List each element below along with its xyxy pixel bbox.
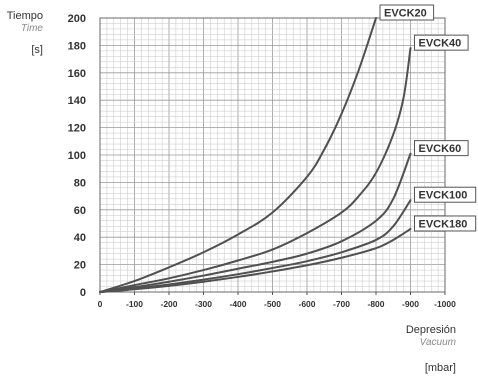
x-tick-label: -800 bbox=[367, 299, 384, 309]
series-label-evck100: EVCK100 bbox=[419, 190, 468, 202]
y-axis-title-alt: Time bbox=[21, 23, 44, 34]
y-tick-label: 120 bbox=[68, 123, 86, 135]
series-label-box bbox=[379, 4, 435, 21]
x-tick-label: -700 bbox=[333, 299, 350, 309]
series-label-box bbox=[414, 34, 469, 51]
series-label-evck60: EVCK60 bbox=[419, 143, 462, 155]
series-label-evck20: EVCK20 bbox=[384, 8, 427, 20]
x-tick-label: -100 bbox=[126, 299, 143, 309]
x-tick-label: -600 bbox=[298, 299, 315, 309]
series-line-evck100 bbox=[99, 199, 412, 293]
series-line-evck20 bbox=[99, 17, 377, 293]
y-tick-label: 40 bbox=[74, 232, 86, 244]
series-label-box bbox=[414, 215, 477, 232]
x-tick-label: -500 bbox=[264, 299, 281, 309]
y-tick-label: 0 bbox=[80, 287, 86, 299]
y-tick-label: 100 bbox=[68, 150, 86, 162]
y-tick-label: 140 bbox=[68, 95, 86, 107]
tick-labels: 0 -100 -200 -300 -400 -500 -600 -700 -800 -900 -10… bbox=[68, 13, 456, 309]
series-label-evck40: EVCK40 bbox=[419, 38, 462, 50]
series-label-evck180: EVCK180 bbox=[419, 218, 468, 230]
x-tick-label: -300 bbox=[195, 299, 212, 309]
y-tick-label: 60 bbox=[74, 205, 86, 217]
x-axis-title: Depresión bbox=[406, 324, 456, 336]
x-axis-title-alt: Vacuum bbox=[420, 337, 456, 348]
y-tick-label: 20 bbox=[74, 260, 86, 272]
y-tick-label: 160 bbox=[68, 68, 86, 80]
series-line-evck40 bbox=[99, 47, 412, 293]
series-label-box bbox=[414, 186, 477, 203]
grid bbox=[99, 17, 446, 293]
y-axis-unit: [s] bbox=[31, 44, 43, 56]
series-lines bbox=[99, 17, 412, 293]
x-tick-label: -1000 bbox=[434, 299, 456, 309]
series-line-evck60 bbox=[99, 152, 412, 293]
x-tick-label: 0 bbox=[98, 299, 103, 309]
x-tick-label: -900 bbox=[402, 299, 419, 309]
y-tick-label: 200 bbox=[68, 13, 86, 25]
y-axis-title: Tiempo bbox=[7, 10, 43, 22]
y-tick-label: 180 bbox=[68, 40, 86, 52]
y-tick-label: 80 bbox=[74, 177, 86, 189]
x-axis-unit: [mbar] bbox=[425, 362, 456, 374]
x-tick-label: -400 bbox=[229, 299, 246, 309]
x-tick-label: -200 bbox=[160, 299, 177, 309]
series-label-box bbox=[414, 140, 469, 157]
series-labels: EVCK20 EVCK40 EVCK60 EVCK100 EVCK180 bbox=[379, 4, 477, 232]
series-line-evck180 bbox=[99, 227, 412, 293]
